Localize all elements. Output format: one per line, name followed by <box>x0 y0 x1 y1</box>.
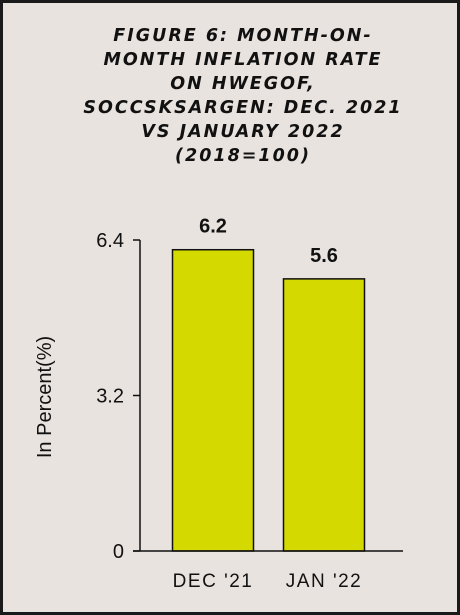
bar-chart: FIGURE 6: MONTH-ON- MONTH INFLATION RATE O… <box>34 26 403 592</box>
bars: 6.2 DEC '21 5.6 JAN '22 <box>171 216 366 592</box>
y-tick-label: 3.2 <box>96 386 124 408</box>
y-tick-label: 0 <box>113 541 124 563</box>
title-line-5: VS JANUARY 2022 <box>141 122 344 142</box>
bar <box>282 278 366 552</box>
chart-title: FIGURE 6: MONTH-ON- MONTH INFLATION RATE O… <box>83 26 402 166</box>
y-tick-label: 6.4 <box>96 230 124 252</box>
title-line-3: ON HWEGOF, <box>170 74 316 94</box>
y-axis-title: In Percent(%) <box>34 336 56 458</box>
axes: 0 3.2 6.4 <box>96 230 403 563</box>
bar <box>171 248 255 552</box>
title-line-2: MONTH INFLATION RATE <box>103 50 382 70</box>
title-line-1: FIGURE 6: MONTH-ON- <box>113 26 372 46</box>
data-label: 5.6 <box>310 245 338 267</box>
data-label: 6.2 <box>199 216 227 238</box>
x-tick-label: JAN '22 <box>286 571 362 592</box>
title-line-6: (2018=100) <box>175 146 311 166</box>
title-line-4: SOCCSKSARGEN: DEC. 2021 <box>83 98 402 118</box>
x-tick-label: DEC '21 <box>173 571 254 592</box>
